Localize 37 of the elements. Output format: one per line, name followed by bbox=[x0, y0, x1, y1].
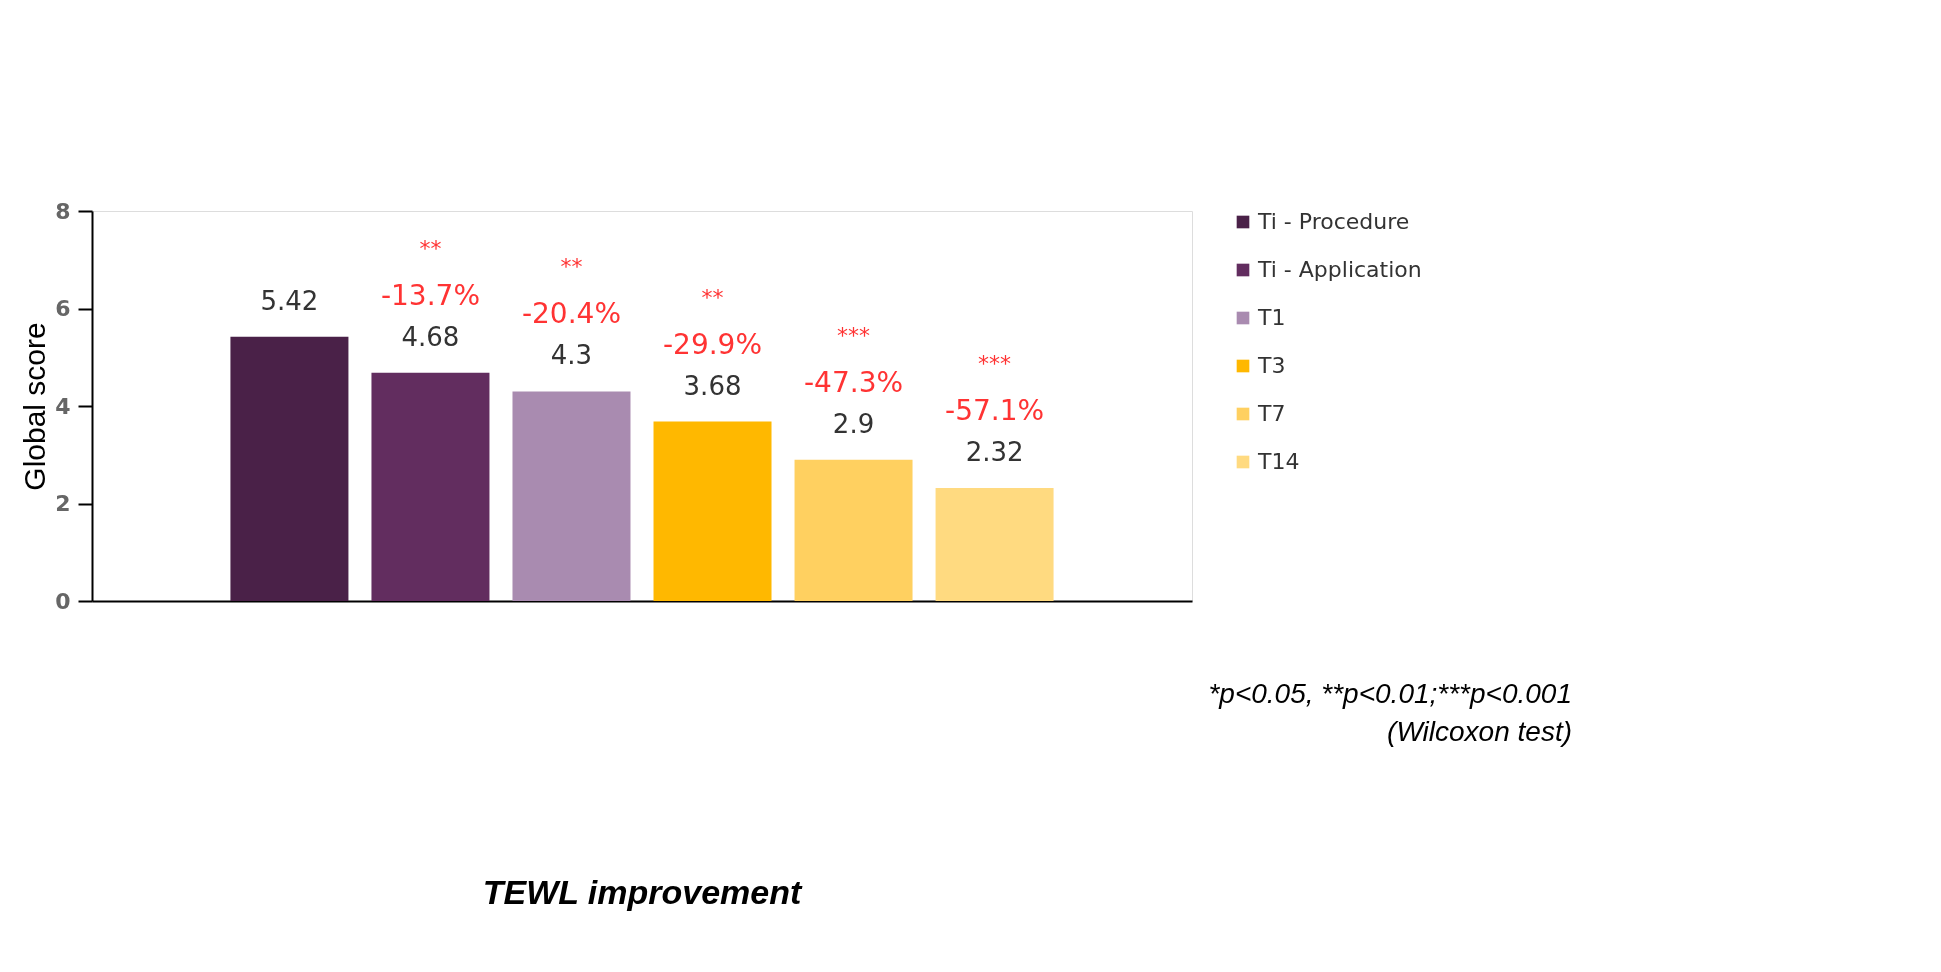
annotation: -57.1% bbox=[945, 393, 1045, 427]
y-tick-label: 0 bbox=[55, 588, 71, 614]
bar bbox=[653, 421, 772, 601]
text: *p<0.05, **p<0.01;***p<0.001 bbox=[1208, 678, 1572, 709]
y-tick-label: 6 bbox=[55, 296, 71, 321]
data-label: 4.3 bbox=[550, 340, 593, 371]
bar bbox=[230, 336, 349, 601]
data-label: 4.68 bbox=[401, 321, 460, 352]
data-label: 2.32 bbox=[965, 436, 1024, 467]
data-label: 3.68 bbox=[683, 370, 742, 401]
annotation: -47.3% bbox=[804, 365, 904, 399]
annotation: *** bbox=[837, 322, 871, 348]
text: TEWL improvement bbox=[482, 873, 803, 911]
y-tick-label: 8 bbox=[55, 198, 71, 224]
annotation: ** bbox=[560, 254, 583, 280]
legend-label: T7 bbox=[1257, 401, 1286, 426]
text: (Wilcoxon test) bbox=[1387, 716, 1572, 747]
annotation: ** bbox=[701, 284, 724, 310]
bar bbox=[371, 372, 490, 601]
legend-label: T3 bbox=[1257, 353, 1286, 378]
annotation: ** bbox=[419, 235, 442, 261]
bar bbox=[794, 459, 913, 601]
y-tick-label: 4 bbox=[55, 393, 71, 419]
y-tick-label: 2 bbox=[55, 491, 71, 516]
legend-label: T1 bbox=[1257, 305, 1286, 330]
y-axis-title: Global score bbox=[18, 322, 52, 491]
legend-label: Ti - Application bbox=[1257, 257, 1422, 282]
annotation: -20.4% bbox=[521, 297, 622, 331]
annotation: *** bbox=[978, 350, 1012, 376]
legend-label: Ti - Procedure bbox=[1257, 209, 1410, 234]
annotation: -29.9% bbox=[662, 327, 763, 361]
bar bbox=[512, 391, 631, 601]
data-label: 2.9 bbox=[832, 408, 875, 439]
annotation: -13.7% bbox=[380, 278, 480, 312]
legend-label: T14 bbox=[1257, 449, 1300, 474]
bar bbox=[935, 487, 1054, 601]
data-label: 5.42 bbox=[260, 285, 319, 316]
